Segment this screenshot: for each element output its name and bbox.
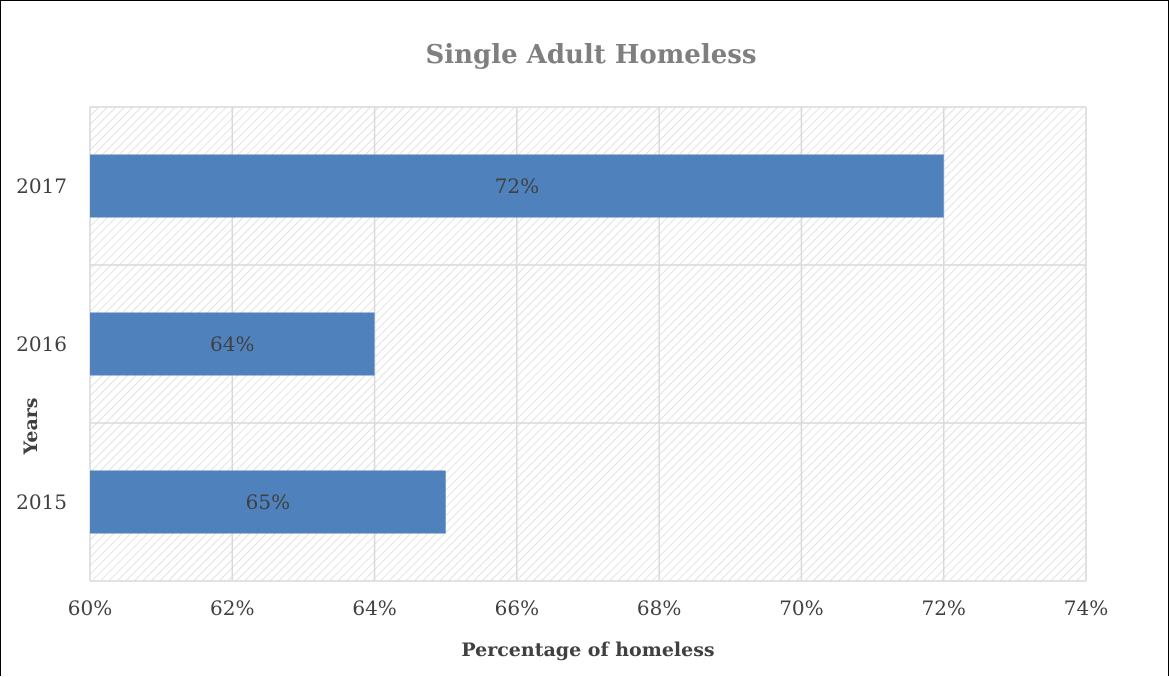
data-label-2016: 64% bbox=[210, 332, 254, 356]
bar-2017 bbox=[90, 154, 944, 218]
x-axis-ticks: 60% 62% 64% 66% 68% 70% 72% 74% bbox=[68, 596, 1108, 620]
x-axis-title: Percentage of homeless bbox=[461, 639, 714, 661]
x-tick-label: 66% bbox=[495, 596, 539, 620]
bars bbox=[90, 154, 944, 534]
x-tick-label: 64% bbox=[352, 596, 396, 620]
y-axis-title: Years bbox=[20, 397, 42, 455]
data-labels: 65% 64% 72% bbox=[210, 174, 539, 514]
bar-2015 bbox=[90, 470, 446, 534]
bar-2016 bbox=[90, 312, 375, 376]
y-axis-ticks: 2015 2016 2017 bbox=[16, 174, 67, 514]
x-tick-label: 60% bbox=[68, 596, 112, 620]
data-label-2017: 72% bbox=[495, 174, 539, 198]
x-tick-label: 68% bbox=[637, 596, 681, 620]
chart-title: Single Adult Homeless bbox=[425, 40, 756, 70]
y-tick-label-2017: 2017 bbox=[16, 174, 67, 198]
x-tick-label: 70% bbox=[779, 596, 823, 620]
x-tick-label: 62% bbox=[210, 596, 254, 620]
data-label-2015: 65% bbox=[246, 490, 290, 514]
y-tick-label-2015: 2015 bbox=[16, 490, 67, 514]
y-tick-label-2016: 2016 bbox=[16, 332, 67, 356]
x-tick-label: 72% bbox=[921, 596, 965, 620]
x-tick-label: 74% bbox=[1064, 596, 1108, 620]
